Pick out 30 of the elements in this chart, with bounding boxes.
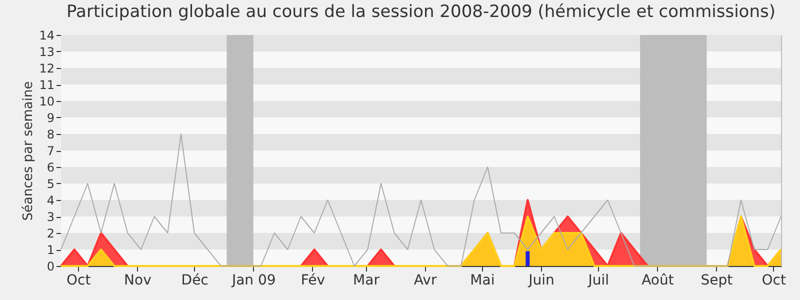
y-tick-label: 13	[39, 45, 54, 59]
y-tick-label: 7	[46, 144, 54, 158]
y-tick-label: 5	[46, 177, 54, 191]
y-tick-label: 1	[46, 243, 54, 257]
x-tick-label: Oct	[762, 272, 786, 288]
x-tick-label: Avr	[414, 272, 437, 288]
x-tick-label: Déc	[181, 272, 208, 288]
y-axis-title: Séances par semaine	[21, 81, 36, 221]
y-tick-label: 0	[46, 260, 54, 274]
y-tick-label: 2	[46, 226, 54, 240]
x-tick-label: Août	[642, 272, 674, 288]
x-tick-label: Juin	[528, 272, 554, 288]
y-tick-label: 9	[46, 111, 54, 125]
y-tick-label: 14	[39, 28, 54, 42]
x-tick-label: Sept	[700, 272, 734, 288]
y-tick-label: 6	[46, 160, 54, 174]
x-tick-label: Juil	[587, 272, 610, 288]
x-tick-label: Mar	[353, 272, 380, 288]
x-tick-label: Jan 09	[230, 272, 276, 288]
y-tick-label: 11	[39, 78, 54, 92]
y-tick-label: 12	[39, 62, 54, 76]
y-tick-label: 8	[46, 128, 54, 142]
chart-title: Participation globale au cours de la session 2008-2009 (hémicycle et commissions)	[66, 2, 776, 22]
x-tick-label: Fév	[300, 272, 326, 288]
x-tick-label: Nov	[124, 272, 152, 288]
y-tick-label: 4	[46, 194, 54, 208]
x-tick-label: Mai	[470, 272, 495, 288]
y-tick-label: 3	[46, 210, 54, 224]
y-tick-label: 10	[39, 94, 54, 108]
x-tick-label: Oct	[66, 272, 92, 288]
